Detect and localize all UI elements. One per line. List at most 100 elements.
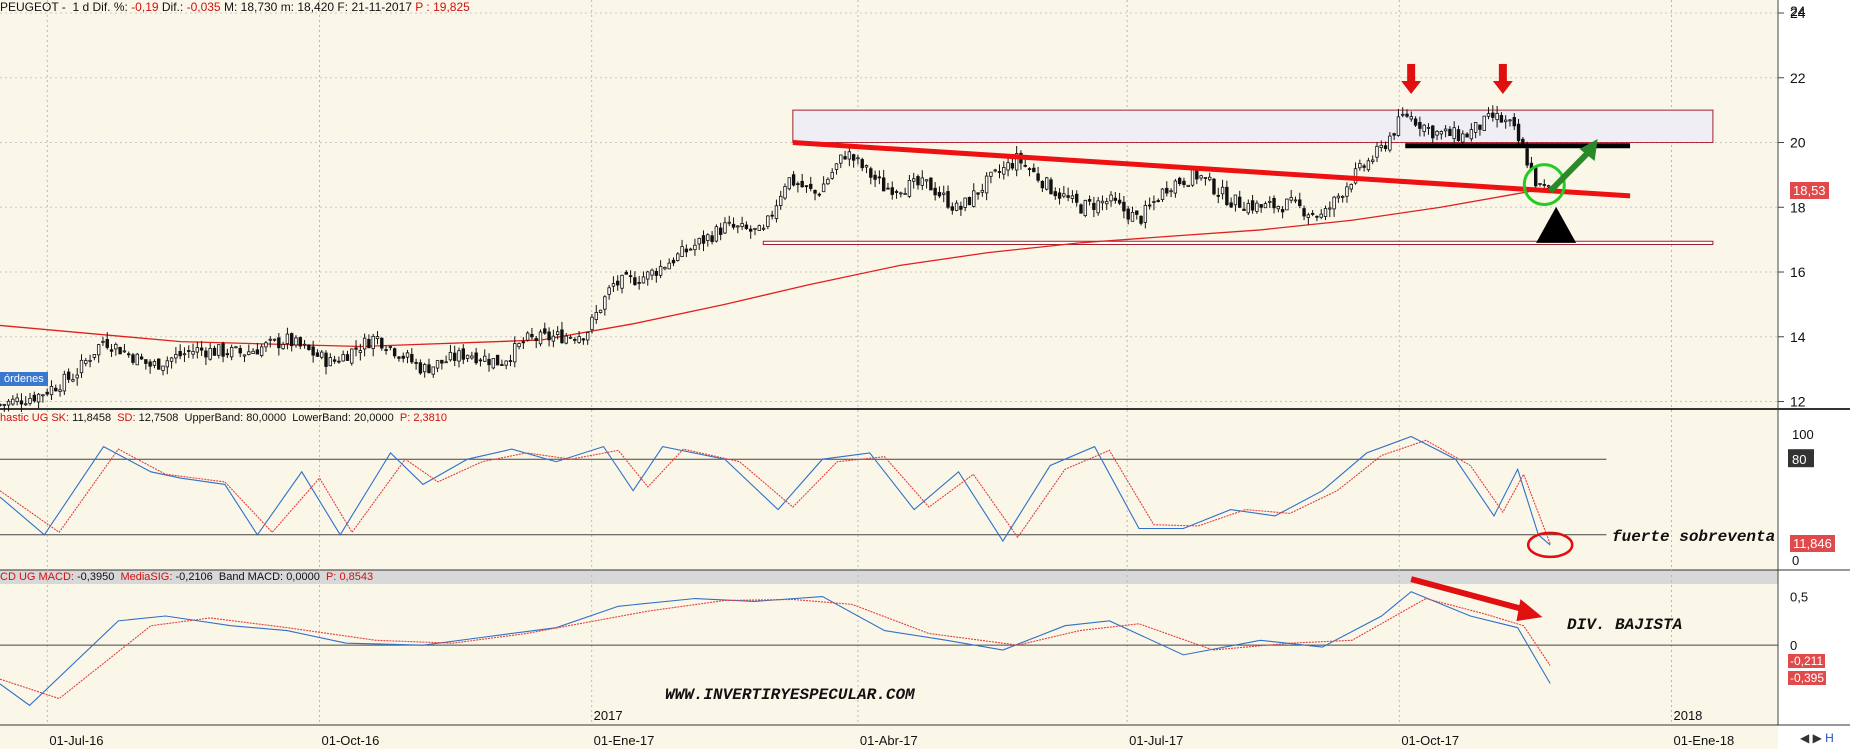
candle-body [131,354,135,363]
candle-body [1418,121,1422,129]
candle-body [504,360,508,366]
candle-body [341,354,345,362]
candle-body [1473,122,1478,133]
y-tick-label: 20 [1790,135,1806,151]
candle-body [787,177,792,190]
candle-body [753,227,757,230]
candle-body [1349,183,1353,190]
candle-body [96,344,101,356]
candle-body [414,362,418,364]
candle-body [1495,113,1499,121]
stoch-y-tick-label: 80 [1792,452,1806,467]
y-axis-panel [1778,0,1850,749]
candle-body [1336,195,1341,199]
candle-body [1263,203,1268,209]
candle-body [1388,135,1392,151]
candle-body [337,360,341,363]
candle-body [1165,187,1169,194]
candle-body [847,151,852,160]
candle-body [294,337,298,346]
candle-body [487,358,491,366]
candle-body [242,354,247,357]
candle-body [1461,133,1465,143]
orders-badge[interactable]: órdenes [0,372,48,386]
support-zone [762,240,1714,245]
candle-body [1268,200,1272,203]
candle-body [1006,162,1010,171]
overlay-annotations [792,63,1631,243]
candle-body [152,361,157,366]
candle-body [1401,113,1405,116]
candle-body [748,228,753,232]
candle-body [19,400,24,405]
candle-body [62,373,67,392]
year-label: 2017 [594,708,623,723]
x-tick-label: 01-Jul-17 [1129,733,1183,748]
candle-body [1534,166,1538,187]
candle-body [75,374,79,379]
candle-body [1169,190,1173,193]
candle-body [1109,194,1113,202]
candle-body [920,177,924,186]
candle-body [6,400,11,406]
h-scroll-icon[interactable]: H [1825,731,1834,745]
candle-body [1186,184,1190,187]
stoch-p-label: P: [399,412,411,424]
right-arrow-icon[interactable]: ▶ [1812,731,1822,745]
candle-body [1152,201,1156,203]
date-label: F: [337,0,349,14]
candle-body [1482,115,1486,131]
candle-body [1396,116,1401,136]
candle-body [474,352,478,364]
candle-body [1486,113,1491,117]
candle-body [247,351,251,355]
candle-body [298,337,302,347]
candle-body [84,360,88,364]
oversold-annotation: fuerte sobreventa [1612,528,1776,546]
candle-body [508,360,513,362]
candle-body [543,328,547,334]
candle-body [88,359,92,362]
macd-line [0,591,1551,707]
candle-body [697,237,701,245]
candle-body [1538,183,1542,185]
candle-body [607,287,611,295]
candle-body [380,337,384,349]
candle-body [804,185,809,188]
left-arrow-icon[interactable]: ◀ [1800,731,1810,745]
candle-body [165,360,169,368]
candle-body [178,351,182,357]
candle-body [195,347,200,353]
y-tick-label: 24 [1790,5,1806,21]
candle-body [637,282,641,284]
candle-body [255,349,260,355]
candle-body [307,344,311,350]
candle-body [122,350,127,353]
candle-body [1057,192,1062,199]
candle-body [933,187,937,196]
candle-body [693,244,697,251]
candle-body [500,364,504,366]
candle-body [1135,210,1139,215]
macd-header-bar [0,570,1850,584]
candle-body [392,348,397,357]
stoch-lower: 20,0000 [353,412,394,424]
candle-body [1049,179,1053,195]
macd-band: 0,0000 [286,571,320,583]
candle-body [993,169,997,172]
candle-body [997,171,1002,173]
candle-body [435,360,440,369]
candle-body [225,353,230,356]
y-tick-label: 12 [1790,394,1806,410]
candle-body [36,393,41,403]
candle-body [66,371,71,380]
candle-body [1066,195,1070,198]
candle-body [453,352,457,361]
divergence-annotation: DIV. BAJISTA [1567,616,1683,634]
candle-body [1315,215,1319,218]
candle-body [654,270,659,276]
stoch-y-tick-label: 100 [1792,427,1814,442]
candle-body [744,224,749,229]
candle-body [457,350,461,362]
candle-body [1023,164,1027,167]
